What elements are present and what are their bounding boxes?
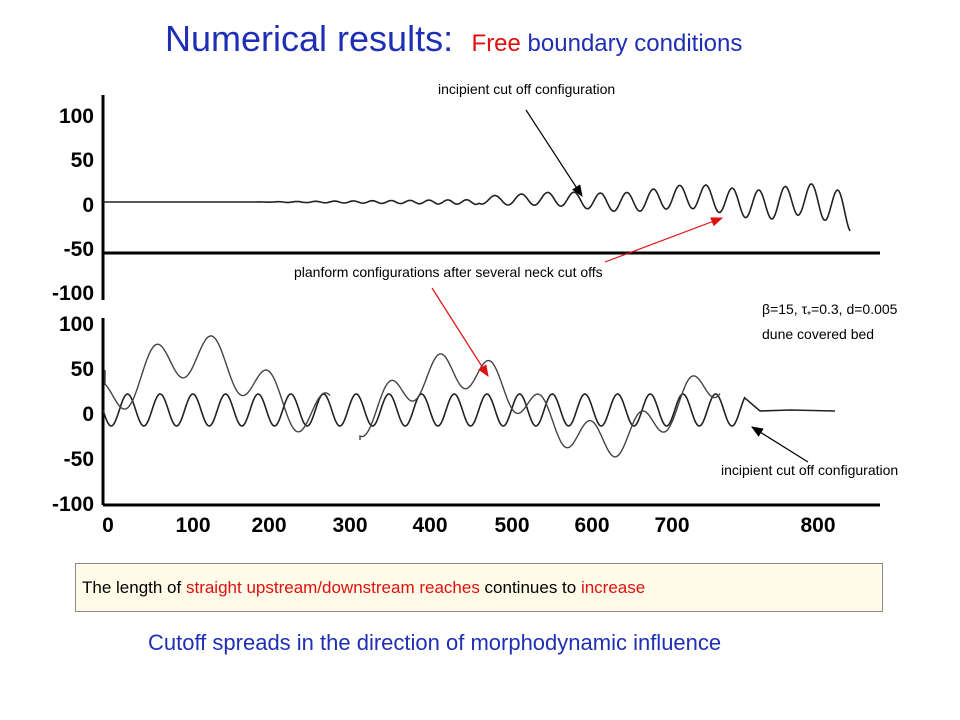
top-annotation-label: incipient cut off configuration xyxy=(438,81,616,97)
bottom-ytick-50: 50 xyxy=(71,358,94,381)
xtick-400: 400 xyxy=(412,514,447,537)
red-arrow-right xyxy=(604,217,724,263)
top-annotation-arrow xyxy=(525,109,583,198)
bottom-ytick-0: 0 xyxy=(82,403,94,426)
bottom-wandering-loop-2 xyxy=(359,353,721,458)
top-panel: 100 50 0 -50 -100 xyxy=(52,95,880,305)
parameter-box: β=15, τ*=0.3, d=0.005 dune covered bed xyxy=(762,300,897,343)
xtick-300: 300 xyxy=(332,514,367,537)
xtick-100: 100 xyxy=(175,514,210,537)
callout-text-1: The length of xyxy=(82,578,186,597)
title-rest: boundary conditions xyxy=(520,30,743,57)
title-main: Numerical results: xyxy=(165,18,454,59)
xtick-0: 0 xyxy=(102,514,114,537)
parameter-line-1: β=15, τ*=0.3, d=0.005 xyxy=(762,301,898,321)
param-beta-value: =15, xyxy=(770,301,802,317)
figure: 100 50 0 -50 -100 100 50 0 -50 -100 0 10… xyxy=(52,95,880,537)
bottom-annotation-label: incipient cut off configuration xyxy=(721,462,899,478)
bottom-panel: 100 50 0 -50 -100 0 100 200 300 400 500 … xyxy=(52,313,880,537)
callout-text-3: continues to xyxy=(479,578,581,597)
param-rest: =0.3, d=0.005 xyxy=(811,301,898,317)
xtick-600: 600 xyxy=(574,514,609,537)
title-sub: Free boundary conditions xyxy=(472,30,743,57)
callout-text-4: increase xyxy=(580,578,646,597)
callout-box: The length of straight upstream/downstre… xyxy=(75,563,883,612)
top-ytick-neg50: -50 xyxy=(64,238,94,261)
conclusion-text: Cutoff spreads in the direction of morph… xyxy=(148,630,722,655)
xtick-500: 500 xyxy=(494,514,529,537)
parameter-line-2: dune covered bed xyxy=(762,325,875,342)
slide-title: Numerical results: Free boundary conditi… xyxy=(165,18,925,60)
xtick-700: 700 xyxy=(654,514,689,537)
middle-annotation-label: planform configurations after several ne… xyxy=(294,264,603,280)
title-free: Free xyxy=(471,30,521,57)
top-ytick-50: 50 xyxy=(71,149,94,172)
top-ytick-0: 0 xyxy=(82,194,94,217)
red-arrow-left xyxy=(431,287,489,378)
xtick-800: 800 xyxy=(800,514,835,537)
bottom-channel-curve xyxy=(102,393,836,427)
xtick-200: 200 xyxy=(251,514,286,537)
bottom-ytick-neg50: -50 xyxy=(64,448,94,471)
callout-text-2: straight upstream/downstream reaches xyxy=(185,578,480,597)
bottom-annotation-arrow xyxy=(750,426,809,463)
bottom-ytick-100: 100 xyxy=(59,313,94,336)
bottom-ytick-neg100: -100 xyxy=(52,493,94,516)
bottom-wandering-loop xyxy=(104,335,331,433)
top-ytick-neg100: -100 xyxy=(52,282,94,305)
top-ytick-100: 100 xyxy=(59,105,94,128)
top-channel-curve xyxy=(103,183,851,232)
